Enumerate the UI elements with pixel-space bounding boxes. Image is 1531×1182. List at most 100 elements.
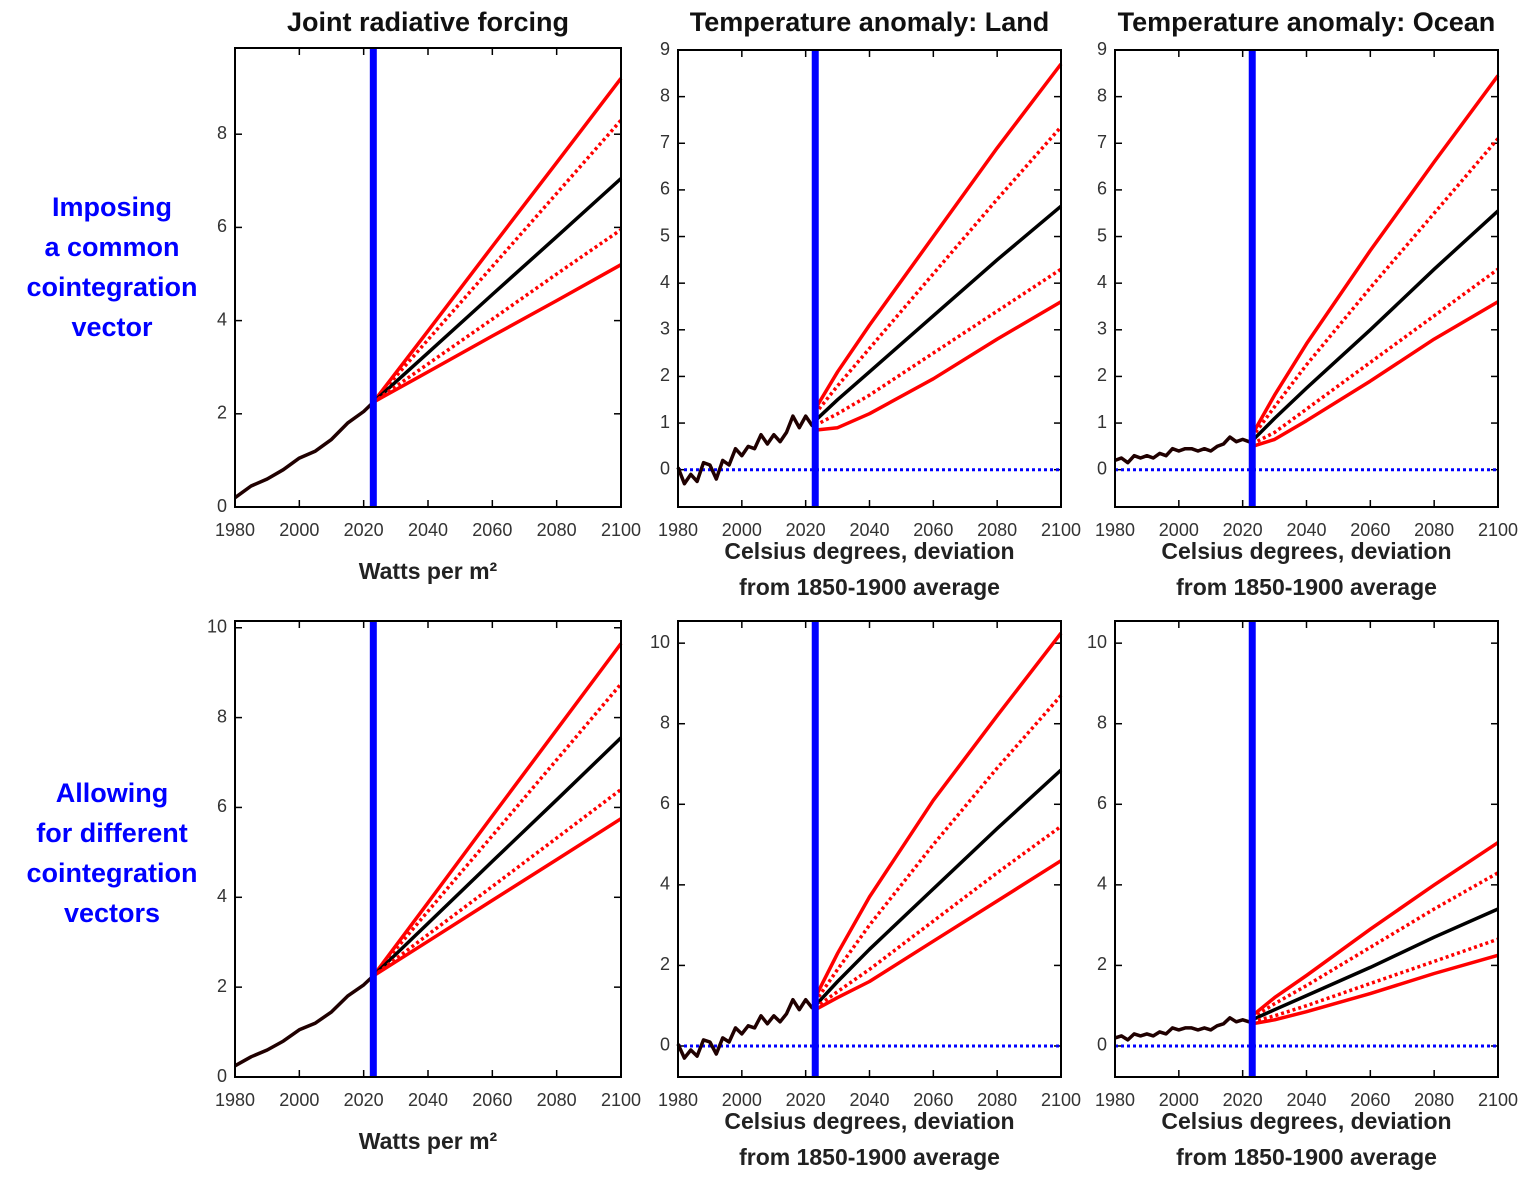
line — [1114, 1016, 1253, 1042]
row-label: cointegration — [26, 272, 197, 302]
x-axis-label: Celsius degrees, deviation — [724, 1108, 1014, 1134]
line — [371, 77, 623, 404]
plot-frame — [1114, 49, 1499, 508]
y-tick-label: 6 — [660, 179, 670, 199]
x-tick-label: 2020 — [344, 1090, 384, 1110]
line — [1251, 953, 1499, 1026]
x-axis-label: Celsius degrees, deviation — [724, 538, 1014, 564]
x-axis-label: Watts per m² — [359, 558, 498, 584]
x-axis-label: from 1850-1900 average — [739, 1144, 1000, 1170]
x-tick-label: 2000 — [279, 520, 319, 540]
x-tick-label: 2080 — [537, 1090, 577, 1110]
y-tick-label: 0 — [660, 1035, 670, 1055]
plot-frame — [677, 49, 1062, 508]
x-tick-label: 2040 — [408, 1090, 448, 1110]
line — [1250, 209, 1500, 443]
x-tick-label: 2040 — [849, 1090, 889, 1110]
x-tick-label: 2060 — [1350, 1090, 1390, 1110]
x-tick-label: 2060 — [472, 520, 512, 540]
y-tick-label: 9 — [660, 39, 670, 59]
chart-title: Temperature anomaly: Ocean — [1118, 7, 1496, 37]
line — [813, 62, 1063, 411]
x-axis-label: from 1850-1900 average — [1176, 574, 1437, 600]
x-tick-label: 2080 — [977, 1090, 1017, 1110]
x-tick-label: 2040 — [1286, 1090, 1326, 1110]
row-label: for different — [36, 818, 188, 848]
y-tick-label: 2 — [1097, 954, 1107, 974]
y-tick-label: 8 — [660, 712, 670, 732]
y-tick-label: 0 — [1097, 458, 1107, 478]
x-tick-label: 2080 — [977, 520, 1017, 540]
line — [1250, 74, 1500, 436]
y-tick-label: 3 — [660, 319, 670, 339]
x-tick-label: 2020 — [786, 520, 826, 540]
line — [1251, 300, 1499, 449]
line — [814, 859, 1062, 1012]
line — [1251, 871, 1499, 1020]
x-tick-label: 1980 — [215, 520, 255, 540]
plot-area — [678, 50, 1061, 507]
y-tick-label: 9 — [1097, 39, 1107, 59]
line — [372, 263, 622, 404]
line — [372, 228, 622, 404]
x-tick-label: 2100 — [1478, 520, 1518, 540]
row-label: Imposing — [52, 192, 172, 222]
row-label: a common — [44, 232, 179, 262]
line — [234, 974, 375, 1068]
line — [815, 300, 1062, 432]
x-tick-label: 2100 — [1041, 520, 1081, 540]
x-tick-label: 2040 — [849, 520, 889, 540]
row-label: cointegration — [26, 858, 197, 888]
x-tick-label: 2000 — [1159, 520, 1199, 540]
x-tick-label: 2000 — [279, 1090, 319, 1110]
y-tick-label: 8 — [217, 706, 227, 726]
y-tick-label: 4 — [1097, 272, 1107, 292]
x-tick-label: 1980 — [1095, 520, 1135, 540]
y-tick-label: 2 — [217, 976, 227, 996]
x-tick-label: 1980 — [1095, 1090, 1135, 1110]
x-tick-label: 2100 — [1041, 1090, 1081, 1110]
plot-frame — [1114, 620, 1499, 1078]
y-tick-label: 4 — [1097, 874, 1107, 894]
line — [676, 997, 817, 1060]
y-tick-label: 6 — [660, 793, 670, 813]
chart-title: Joint radiative forcing — [287, 7, 569, 37]
plot-frame — [234, 620, 622, 1078]
x-tick-label: 2020 — [344, 520, 384, 540]
line — [1251, 841, 1499, 1018]
y-tick-label: 1 — [1097, 412, 1107, 432]
y-tick-label: 6 — [1097, 793, 1107, 813]
y-tick-label: 0 — [1097, 1035, 1107, 1055]
line — [1251, 907, 1499, 1022]
y-tick-label: 2 — [660, 365, 670, 385]
y-tick-label: 5 — [660, 225, 670, 245]
x-tick-label: 1980 — [658, 520, 698, 540]
line — [676, 414, 817, 486]
y-tick-label: 3 — [1097, 319, 1107, 339]
plot-area — [1115, 621, 1498, 1077]
x-tick-label: 2020 — [1223, 1090, 1263, 1110]
y-tick-label: 8 — [217, 123, 227, 143]
x-tick-label: 2100 — [601, 1090, 641, 1110]
x-tick-label: 2060 — [472, 1090, 512, 1110]
x-axis-label: Celsius degrees, deviation — [1161, 1108, 1451, 1134]
line — [371, 119, 623, 404]
x-tick-label: 2100 — [601, 520, 641, 540]
y-tick-label: 2 — [660, 954, 670, 974]
x-tick-label: 2060 — [1350, 520, 1390, 540]
line — [371, 642, 623, 977]
y-tick-label: 10 — [1087, 632, 1107, 652]
plot-area — [235, 621, 621, 1077]
line — [1251, 937, 1499, 1024]
y-tick-label: 10 — [207, 616, 227, 636]
line — [1250, 137, 1500, 439]
x-tick-label: 1980 — [215, 1090, 255, 1110]
x-tick-label: 2100 — [1478, 1090, 1518, 1110]
chart-title: Temperature anomaly: Land — [690, 7, 1050, 37]
y-tick-label: 4 — [660, 272, 670, 292]
line — [813, 768, 1063, 1007]
y-tick-label: 4 — [217, 886, 227, 906]
x-tick-label: 2020 — [786, 1090, 826, 1110]
